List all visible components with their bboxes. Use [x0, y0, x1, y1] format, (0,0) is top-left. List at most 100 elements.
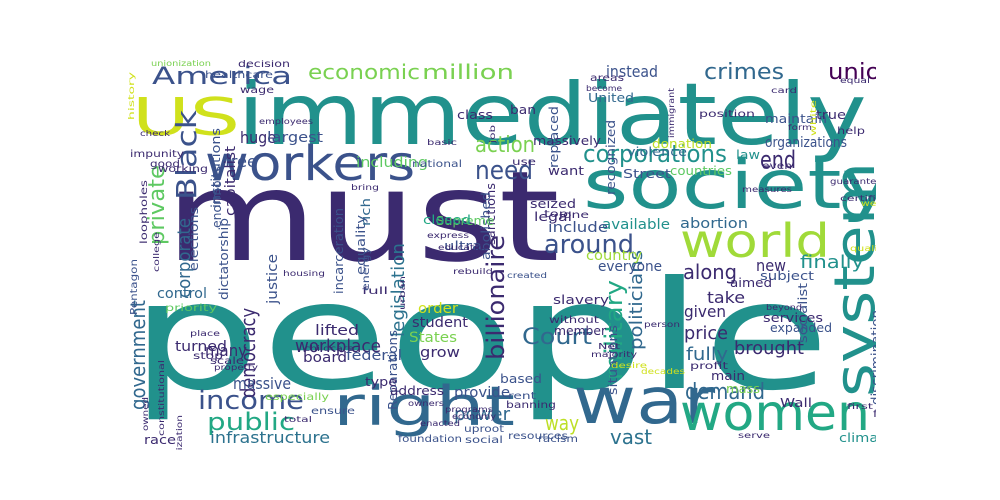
- word-huge: huge: [240, 128, 277, 147]
- word-foundation: foundation: [398, 434, 462, 445]
- word-ultra: ultra: [444, 239, 482, 253]
- word-mass: mass: [726, 382, 761, 396]
- word-urban: urban: [398, 275, 407, 310]
- word-america: America: [152, 62, 292, 90]
- word-cloud: people must immediately society war right work…: [126, 60, 876, 450]
- word-given: given: [684, 302, 726, 321]
- word-race: race: [144, 433, 177, 447]
- word-true: true: [816, 108, 847, 122]
- word-federal: federal: [346, 348, 403, 364]
- word-government: government: [126, 300, 150, 410]
- word-workers: workers: [205, 136, 416, 192]
- word-good: good: [150, 159, 180, 170]
- word-immediately: immediately: [237, 65, 867, 165]
- word-organization: organization: [175, 414, 184, 450]
- word-national: national: [412, 159, 463, 170]
- word-massive: massive: [233, 374, 291, 393]
- word-available: available: [602, 217, 671, 233]
- word-include: include: [548, 220, 609, 236]
- word-express: express: [427, 231, 469, 240]
- word-maintain: maintain: [765, 112, 827, 126]
- word-fully: fully: [686, 344, 729, 365]
- word-country: country: [586, 248, 643, 264]
- word-legal: legal: [534, 210, 573, 224]
- word-capitalist: capitalist: [223, 146, 239, 216]
- word-white: white: [809, 99, 818, 136]
- word-way: way: [545, 411, 580, 435]
- word-want: want: [548, 164, 585, 178]
- word-states: States: [409, 330, 457, 346]
- word-measures: measures: [742, 185, 792, 194]
- word-climate: climate: [839, 431, 876, 445]
- word-first: first: [847, 402, 874, 411]
- word-provide: provide: [454, 385, 510, 401]
- word-brought: brought: [734, 338, 804, 359]
- word-priority: priority: [165, 303, 218, 314]
- word-united: United: [588, 91, 635, 105]
- word-areas: areas: [590, 73, 625, 84]
- word-crimes: crimes: [704, 60, 785, 85]
- word-vast: vast: [610, 425, 653, 449]
- word-stop: stop: [193, 351, 224, 362]
- word-profit: profit: [690, 361, 729, 372]
- word-price: price: [684, 323, 729, 344]
- word-must: must: [165, 145, 560, 290]
- word-history: history: [127, 72, 136, 120]
- word-use: use: [512, 157, 537, 168]
- word-created: created: [507, 271, 548, 280]
- word-unionization: unionization: [151, 60, 212, 68]
- word-expanded: expanded: [770, 321, 833, 335]
- word-basic: basic: [427, 138, 458, 147]
- word-lifted: lifted: [315, 323, 359, 339]
- word-certifies: certifies: [840, 194, 876, 203]
- word-even: even: [762, 161, 792, 172]
- word-largest: largest: [267, 130, 323, 146]
- word-decision: decision: [238, 60, 291, 70]
- word-one: one: [563, 210, 589, 221]
- word-bring: bring: [351, 183, 380, 192]
- word-infrastructure: infrastructure: [210, 428, 331, 447]
- word-immigrant: immigrant: [667, 87, 676, 138]
- word-action: action: [475, 133, 535, 158]
- word-programs: programs: [445, 405, 494, 414]
- word-person: person: [644, 320, 681, 329]
- word-war: war: [573, 365, 716, 439]
- word-student: student: [412, 315, 468, 331]
- word-employees: employees: [259, 117, 314, 126]
- word-decades: decades: [641, 367, 686, 376]
- word-help: help: [837, 126, 866, 137]
- word-law: law: [736, 148, 761, 162]
- word-subject: subject: [760, 269, 815, 283]
- word-uproot: uproot: [464, 424, 505, 435]
- word-college: college: [152, 231, 161, 272]
- word-enacted: enacted: [420, 419, 460, 428]
- word-property: property: [214, 363, 259, 372]
- word-desire: desire: [611, 361, 648, 370]
- word-scale: scale: [210, 356, 245, 367]
- word-new: new: [756, 256, 787, 275]
- word-place: place: [190, 329, 221, 338]
- word-owners: owners: [408, 399, 444, 408]
- word-dictatorship: dictatorship: [217, 217, 231, 300]
- word-guarantees: guarantees: [830, 177, 876, 186]
- word-education: education: [438, 243, 491, 252]
- word-banning: banning: [506, 400, 557, 411]
- word-right: right: [333, 375, 515, 438]
- word-world: world: [680, 214, 830, 268]
- word-society: society: [583, 146, 876, 225]
- word-rich: rich: [359, 197, 373, 226]
- word-union: union: [828, 60, 876, 85]
- word-people: people: [130, 250, 831, 424]
- word-including: including: [356, 155, 428, 171]
- word-take: take: [707, 288, 746, 307]
- word-supreme: Supreme: [436, 214, 495, 228]
- word-housing: housing: [283, 269, 325, 278]
- word-institutions: institutions: [209, 127, 223, 208]
- word-class: class: [457, 108, 493, 122]
- word-net: Net: [598, 342, 621, 351]
- word-demand: demand: [685, 380, 766, 405]
- word-recognized: recognized: [604, 119, 618, 195]
- word-economy: economy: [452, 412, 497, 421]
- word-type: type: [365, 375, 398, 389]
- word-wage: wage: [240, 85, 274, 96]
